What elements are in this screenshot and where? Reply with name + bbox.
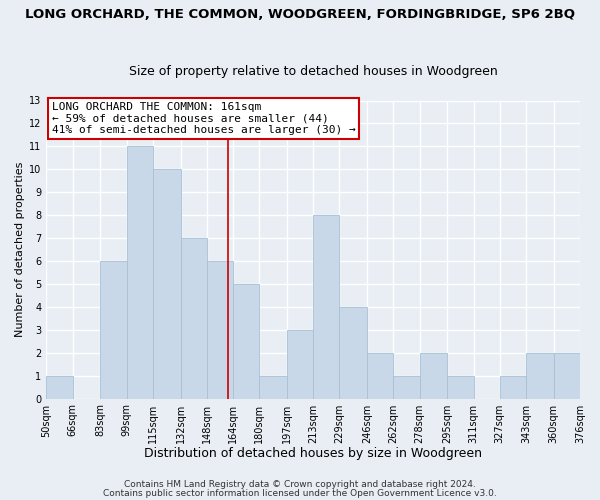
Bar [100, 261, 127, 398]
Text: LONG ORCHARD THE COMMON: 161sqm
← 59% of detached houses are smaller (44)
41% of: LONG ORCHARD THE COMMON: 161sqm ← 59% of… [52, 102, 355, 135]
Y-axis label: Number of detached properties: Number of detached properties [15, 162, 25, 337]
Bar [181, 238, 207, 398]
Bar [233, 284, 259, 399]
X-axis label: Distribution of detached houses by size in Woodgreen: Distribution of detached houses by size … [144, 447, 482, 460]
Bar [127, 146, 153, 398]
Text: Contains HM Land Registry data © Crown copyright and database right 2024.: Contains HM Land Registry data © Crown c… [124, 480, 476, 489]
Bar [46, 376, 73, 398]
Bar [259, 376, 287, 398]
Text: LONG ORCHARD, THE COMMON, WOODGREEN, FORDINGBRIDGE, SP6 2BQ: LONG ORCHARD, THE COMMON, WOODGREEN, FOR… [25, 8, 575, 20]
Bar [526, 352, 554, 399]
Text: Contains public sector information licensed under the Open Government Licence v3: Contains public sector information licen… [103, 488, 497, 498]
Title: Size of property relative to detached houses in Woodgreen: Size of property relative to detached ho… [129, 66, 497, 78]
Bar [340, 307, 367, 398]
Bar [367, 352, 394, 399]
Bar [153, 170, 181, 398]
Bar [419, 352, 448, 399]
Bar [313, 215, 340, 398]
Bar [287, 330, 313, 398]
Bar [448, 376, 473, 398]
Bar [500, 376, 526, 398]
Bar [554, 352, 580, 399]
Bar [207, 261, 233, 398]
Bar [394, 376, 419, 398]
